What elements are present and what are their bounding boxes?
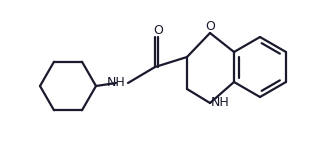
Text: O: O bbox=[153, 25, 163, 38]
Text: NH: NH bbox=[211, 97, 229, 110]
Text: NH: NH bbox=[107, 75, 126, 88]
Text: O: O bbox=[205, 20, 215, 33]
